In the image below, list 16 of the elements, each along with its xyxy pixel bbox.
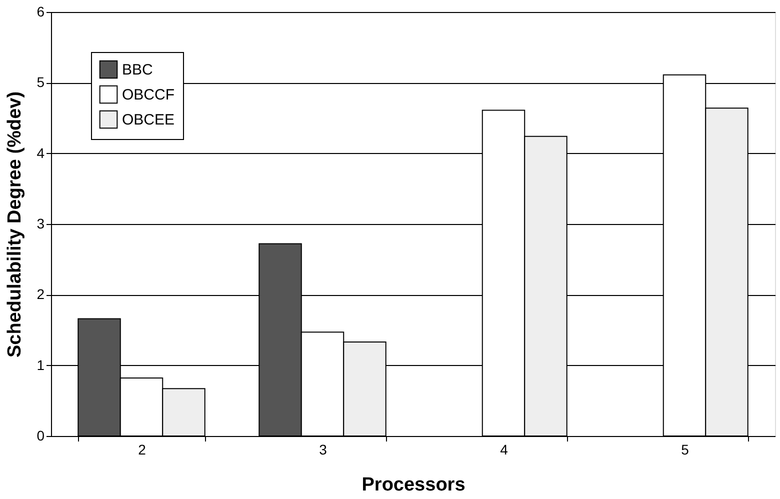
y-tick-label: 3 — [36, 216, 45, 232]
x-tick-label: 3 — [319, 442, 328, 458]
y-tick-label: 4 — [36, 144, 45, 161]
legend-label: BBC — [122, 62, 154, 78]
legend-label: OBCEE — [122, 112, 175, 128]
x-tick-label: 2 — [138, 442, 146, 458]
y-tick-label: 5 — [36, 74, 45, 90]
y-tick-label: 2 — [36, 286, 45, 302]
y-axis-title: Schedulability Degree (%dev) — [4, 91, 26, 358]
y-tick-label: 6 — [36, 4, 45, 20]
y-tick-label: 1 — [36, 356, 45, 373]
x-tick-label: 5 — [681, 442, 690, 458]
x-axis-title: Processors — [362, 474, 466, 496]
legend-label: OBCCF — [122, 86, 174, 104]
y-tick-label: 0 — [36, 428, 45, 444]
x-tick-label: 4 — [500, 442, 508, 458]
